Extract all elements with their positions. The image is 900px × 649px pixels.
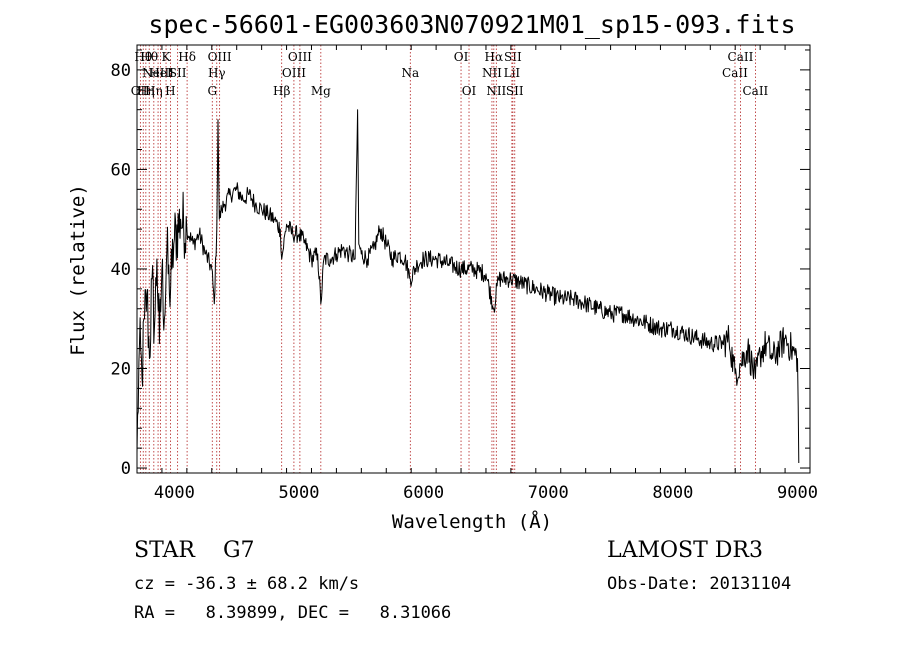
line-marker-label: OIII [208, 50, 232, 64]
plot-frame [136, 44, 811, 474]
line-marker-label: OII [131, 84, 151, 98]
line-marker-label: NII [486, 84, 506, 98]
line-marker-label: Hθ [140, 50, 158, 64]
line-marker-label: Hη [137, 84, 155, 98]
redshift-readout: cz = -36.3 ± 68.2 km/s [134, 574, 360, 594]
series-layer [136, 109, 800, 464]
y-tick-label: 20 [111, 359, 131, 379]
line-marker-label: Hη [145, 84, 163, 98]
x-tick-label: 9000 [777, 483, 818, 503]
x-tick-label: 6000 [403, 483, 444, 503]
line-marker-label: OIII [288, 50, 312, 64]
line-markers: OIIHθHηHθHηNeIIIHeIKHSIIHδGHγOIIIHβOIIIO… [131, 45, 769, 473]
line-marker-label: G [207, 84, 217, 98]
survey-name: LAMOST DR3 [607, 538, 763, 563]
y-axis-label: Flux (relative) [67, 184, 89, 356]
observation-date: Obs-Date: 20131104 [607, 574, 792, 594]
line-marker-label: Hα [485, 50, 504, 64]
line-marker-label: NII [482, 66, 502, 80]
line-marker-label: CaII [728, 50, 754, 64]
line-marker-label: H [165, 84, 175, 98]
line-marker-label: K [162, 50, 172, 64]
y-tick-label: 0 [121, 459, 131, 479]
line-marker-label: CaII [722, 66, 748, 80]
line-marker-label: OI [454, 50, 469, 64]
line-marker-label: SII [504, 50, 522, 64]
line-marker-label: CaII [742, 84, 768, 98]
y-tick-label: 40 [111, 260, 131, 280]
x-axis: 4000 5000 6000 7000 8000 9000 [136, 45, 818, 503]
line-marker-label: Hδ [178, 50, 196, 64]
line-marker-label: Hγ [208, 66, 226, 80]
line-marker-label: Hθ [134, 50, 152, 64]
x-axis-label: Wavelength (Å) [392, 510, 552, 533]
x-tick-label: 4000 [154, 483, 195, 503]
line-marker-label: OI [462, 84, 477, 98]
line-marker-label: LiI [504, 66, 521, 80]
line-marker-label: Mg [311, 84, 331, 98]
flux-line [136, 109, 800, 464]
coordinates-readout: RA = 8.39899, DEC = 8.31066 [134, 603, 452, 623]
line-marker-label: SII [169, 66, 187, 80]
x-tick-label: 8000 [652, 483, 693, 503]
line-marker-label: SII [506, 84, 524, 98]
line-marker-label: Na [401, 66, 419, 80]
line-marker-label: OIII [282, 66, 306, 80]
x-tick-label: 5000 [279, 483, 320, 503]
y-tick-label: 60 [111, 160, 131, 180]
line-marker-label: Hβ [273, 84, 290, 98]
y-axis: 0 20 40 60 80 [111, 49, 810, 479]
star-classification: STAR G7 [134, 538, 255, 563]
chart-title: spec-56601-EG003603N070921M01_sp15-093.f… [148, 10, 795, 39]
x-tick-label: 7000 [528, 483, 569, 503]
y-tick-label: 80 [111, 61, 131, 81]
